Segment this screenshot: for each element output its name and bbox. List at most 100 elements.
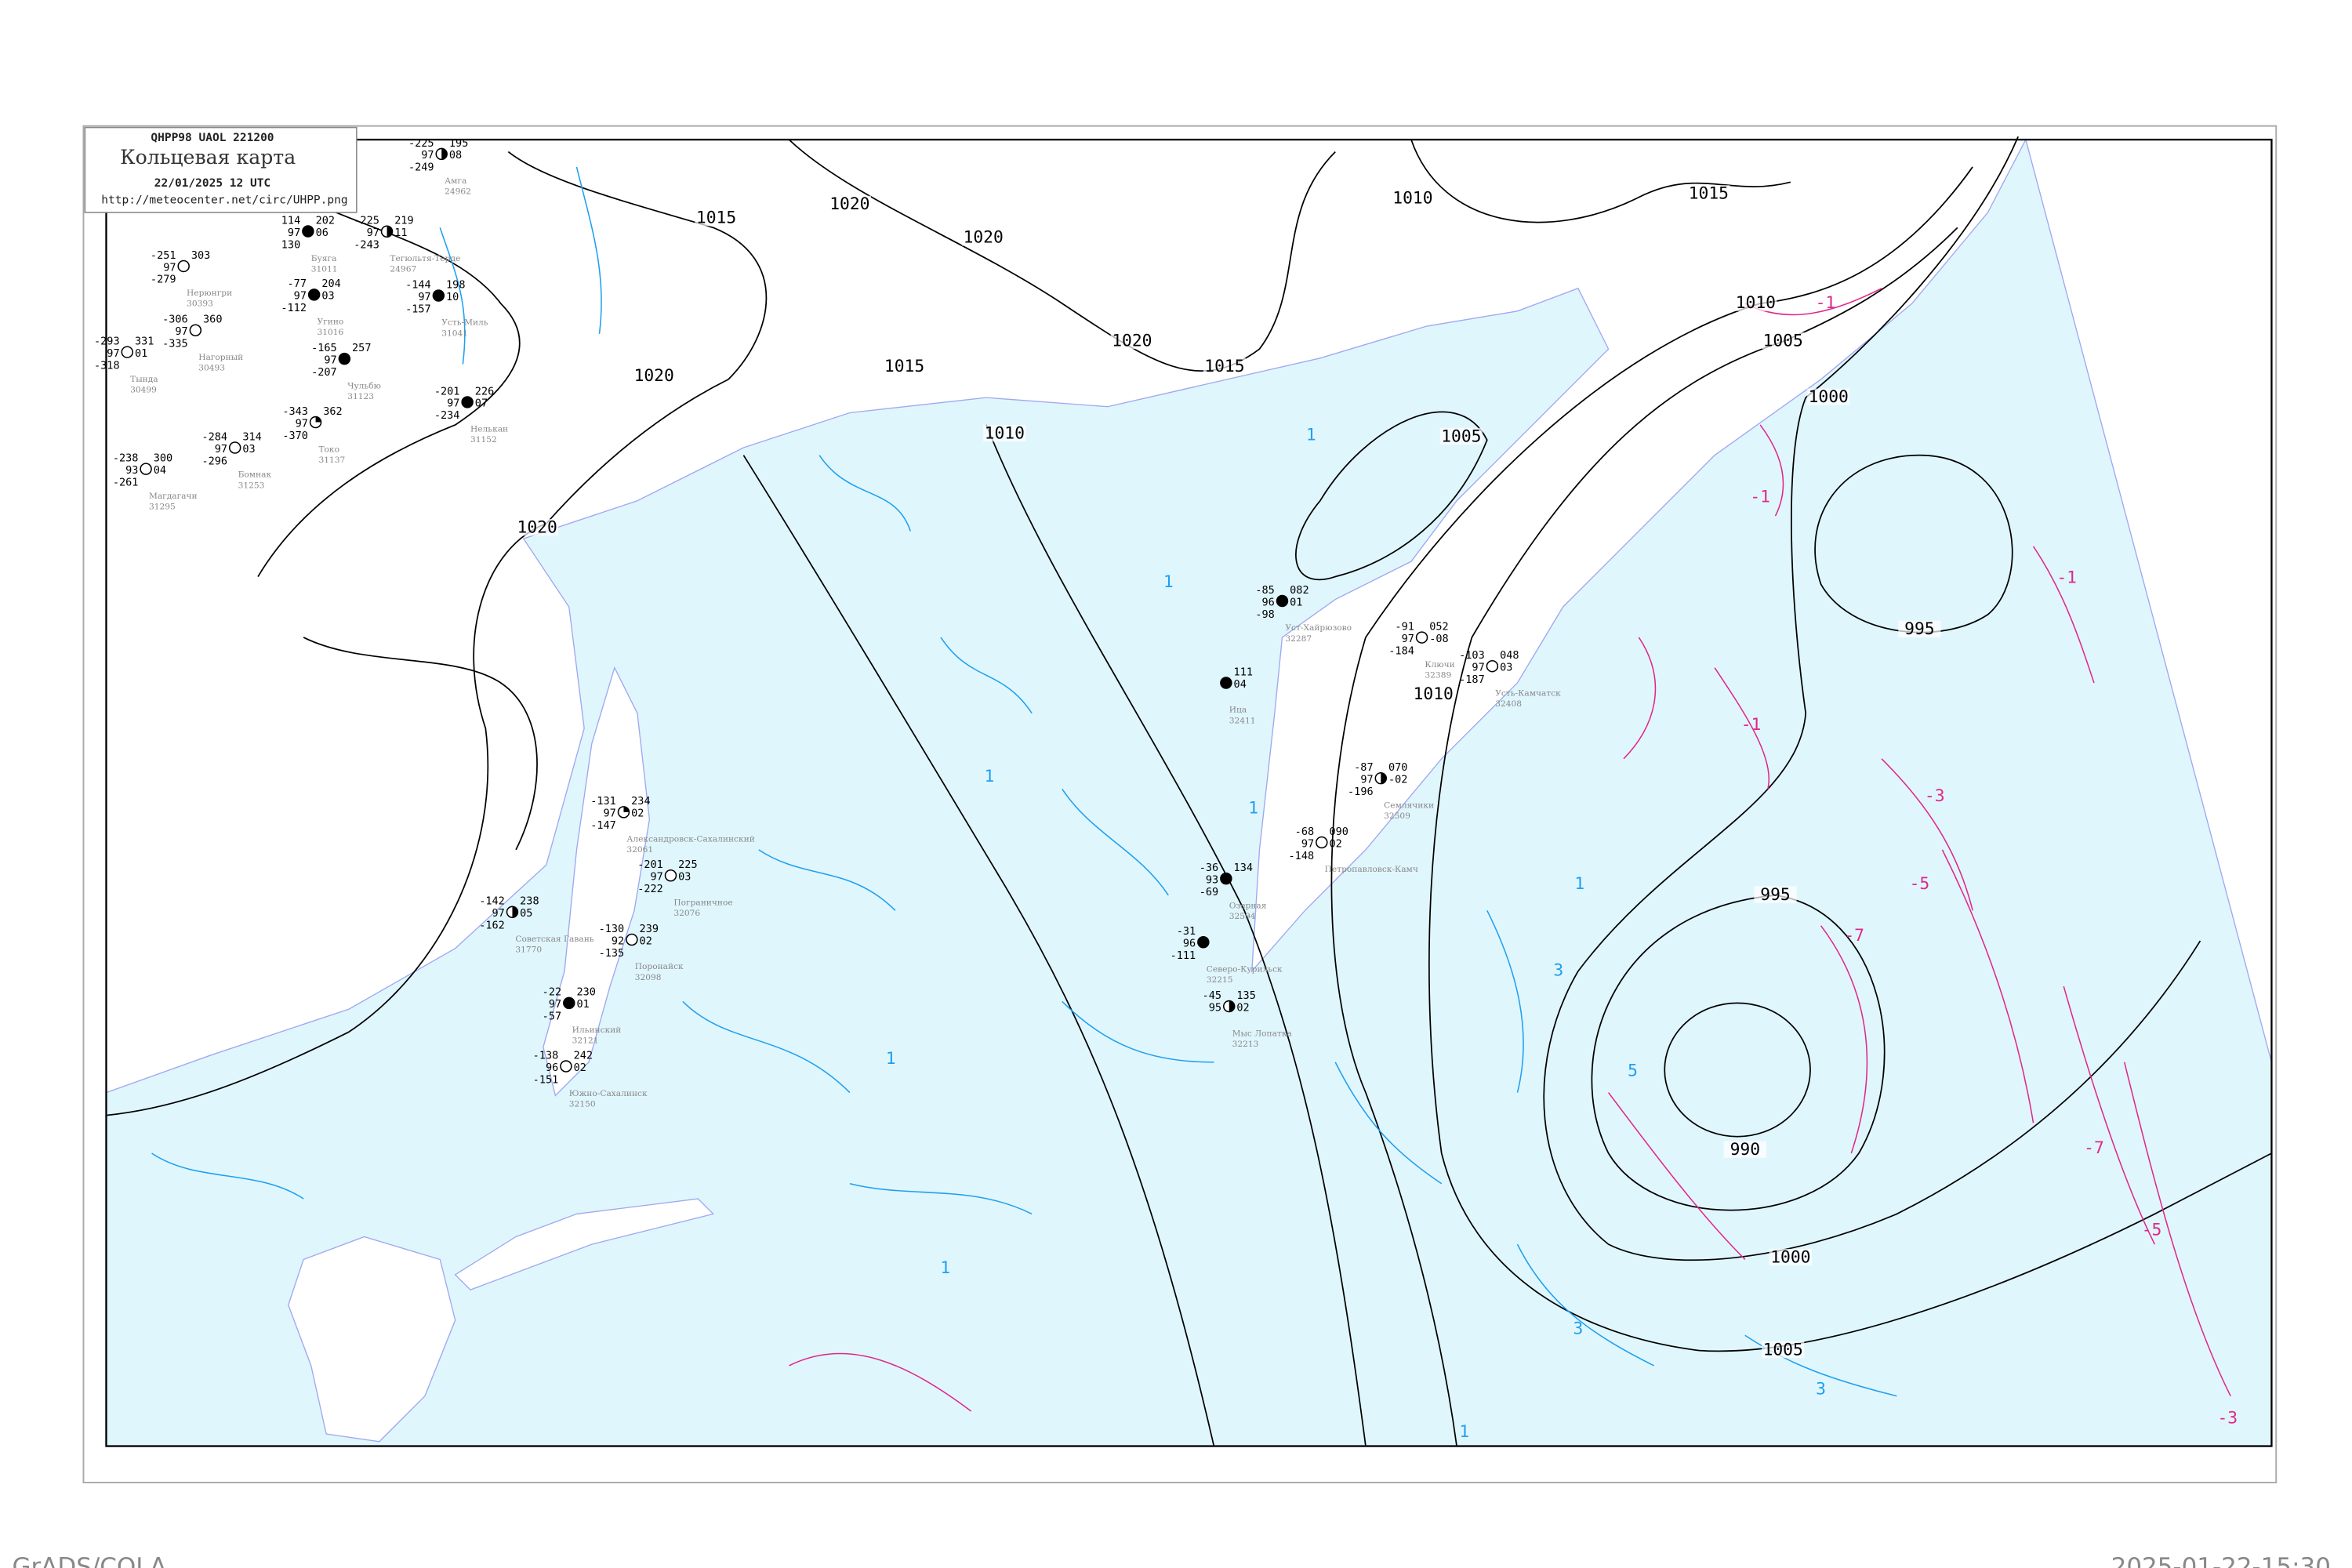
station-tendency: 07	[475, 397, 488, 410]
isobar-label-group: 1000	[1769, 1247, 1812, 1267]
station-tendency: 05	[520, 907, 532, 920]
station-temperature: -238	[113, 452, 139, 464]
cloud-cover-clear-icon	[664, 869, 677, 882]
station-temperature: -131	[590, 795, 616, 808]
station-id: 31770	[515, 945, 542, 955]
station-pressure: 198	[446, 278, 465, 291]
station-visibility: 97	[421, 149, 434, 162]
station-visibility: 97	[1301, 837, 1314, 850]
station-name: Ильинский	[572, 1025, 622, 1035]
station-pressure: 239	[640, 923, 659, 935]
cloud-cover-clear-icon	[1316, 836, 1328, 849]
station-id: 30393	[187, 299, 213, 309]
station-name: Магдагачи	[149, 491, 198, 501]
station-name: Нерюнгри	[187, 288, 232, 298]
station-name: Поронайск	[635, 961, 684, 971]
isobar-label: 995	[1760, 885, 1790, 905]
isobar-label-group: 1010	[1391, 188, 1435, 208]
station-plots: 1149713020206Буяга31011-7797-11220403Уги…	[94, 137, 1561, 1109]
cloud-cover-clear-icon	[121, 346, 134, 358]
station-temperature: -85	[1255, 584, 1274, 597]
isotherm-label-positive: 1	[1574, 874, 1584, 894]
isotherm-label-group: 1	[1306, 425, 1316, 445]
station-pressure: 090	[1329, 826, 1348, 838]
station-dewpoint: -296	[201, 455, 227, 467]
station-temperature: -138	[533, 1049, 559, 1062]
map-title: Кольцевая карта	[120, 146, 296, 169]
station-temperature: -201	[637, 858, 663, 871]
station-pressure: 314	[242, 430, 261, 443]
isobar-label: 1015	[1689, 184, 1729, 204]
isobar-label: 1000	[1809, 387, 1849, 407]
station-pressure: 202	[316, 214, 335, 227]
station-id: 32287	[1285, 633, 1312, 644]
station-pressure: 048	[1500, 649, 1519, 662]
isobar-label-group: 1020	[516, 517, 559, 537]
bulletin-header: QHPP98 UAOL 221200	[151, 132, 274, 144]
isotherms-positive	[151, 166, 1897, 1397]
station-pressure: 331	[135, 335, 154, 347]
isobar-label-group: 1010	[1734, 293, 1777, 313]
station-temperature: -130	[599, 923, 625, 935]
isotherms-negative	[789, 288, 2231, 1412]
isobar-label: 1020	[1112, 331, 1152, 350]
station-name: Ключи	[1425, 659, 1454, 670]
station-id: 32121	[572, 1036, 599, 1046]
station-tendency: 01	[1290, 596, 1302, 608]
station-name: Южно-Сахалинск	[569, 1088, 648, 1098]
software-credit: GrADS/COLA	[12, 1553, 166, 1568]
station-id: 32150	[569, 1098, 596, 1109]
isotherm-label-group: -1	[1741, 715, 1762, 735]
station-name: Ица	[1229, 705, 1247, 715]
station-dewpoint: -318	[94, 359, 120, 372]
station-dewpoint: -279	[151, 274, 176, 286]
station-pressure: 257	[352, 342, 371, 354]
sea-area	[105, 138, 2273, 1447]
station-pressure: 195	[449, 137, 468, 150]
station-tendency: 03	[678, 871, 691, 884]
station-id: 31295	[149, 501, 176, 511]
station-id: 31041	[441, 328, 468, 338]
isotherm-label-group: -5	[1910, 874, 1930, 894]
isotherm-label-group: 3	[1553, 961, 1563, 981]
station-temperature: -103	[1459, 649, 1485, 662]
isotherm-label-group: 1	[886, 1049, 896, 1069]
isobar-1010-east	[1330, 166, 1973, 1446]
station-dewpoint: -207	[311, 366, 337, 379]
station-visibility: 97	[492, 907, 505, 920]
station-temperature: -201	[434, 385, 460, 397]
isobar-label: 1020	[829, 194, 869, 214]
generation-timestamp: 2025-01-22-15:30	[2111, 1553, 2331, 1568]
station-id: 31152	[470, 434, 497, 445]
station-name: Бомнак	[238, 470, 272, 480]
isotherm-label-group: -7	[2084, 1138, 2104, 1158]
isobar-label-group: 995	[1754, 885, 1797, 905]
station-dewpoint: -335	[162, 338, 188, 350]
station-tendency: 08	[449, 149, 462, 162]
station-name: Советская Гавань	[515, 934, 593, 944]
station-dewpoint: -98	[1255, 608, 1274, 621]
map-datetime: 22/01/2025 12 UTC	[154, 177, 270, 190]
isotherm-label-group: 1	[1248, 798, 1258, 818]
map-frame	[105, 138, 2273, 1447]
isobar-label: 990	[1730, 1140, 1760, 1160]
cloud-cover-clear-icon	[626, 933, 638, 946]
isotherm-label-positive: 1	[886, 1049, 896, 1069]
isotherm-label-negative: -7	[1844, 926, 1864, 946]
station-dewpoint: -249	[408, 162, 434, 174]
